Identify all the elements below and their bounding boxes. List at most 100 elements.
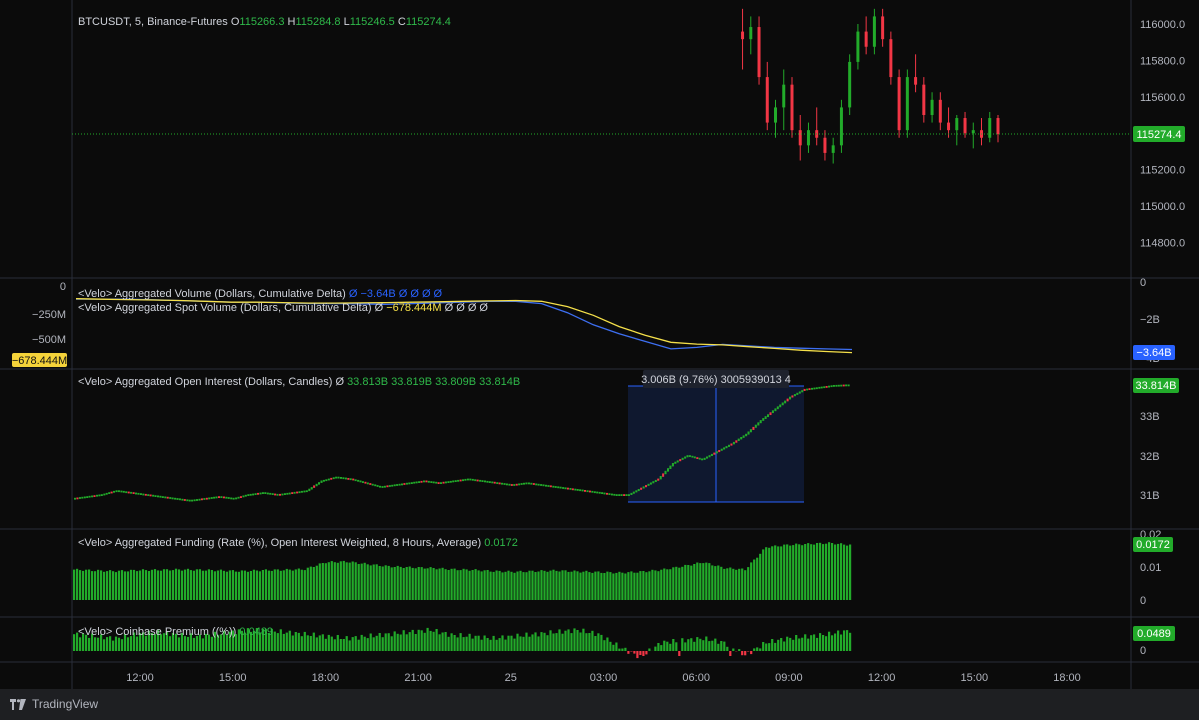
funding-bar bbox=[243, 570, 246, 600]
premium-bar bbox=[390, 636, 393, 651]
funding-bar bbox=[528, 570, 531, 600]
funding-bar bbox=[483, 570, 486, 600]
premium-bar bbox=[339, 639, 342, 651]
funding-bar bbox=[474, 569, 477, 600]
oi-candle bbox=[793, 394, 796, 397]
agg-volume-legend: <Velo> Aggregated Volume (Dollars, Cumul… bbox=[78, 288, 443, 300]
time-tick-label: 12:00 bbox=[868, 672, 896, 684]
premium-bar bbox=[321, 634, 324, 651]
oi-candle bbox=[96, 494, 99, 497]
measure-tool[interactable]: 3.006B (9.76%) 3005939013 4 bbox=[628, 370, 804, 503]
oi-candle bbox=[442, 481, 445, 484]
oi-candle bbox=[139, 493, 142, 495]
oi-candle bbox=[588, 490, 591, 493]
axis-labels[interactable]: 116000.0115800.0115600.0115400.0115200.0… bbox=[12, 19, 1185, 657]
funding-bar bbox=[106, 571, 109, 600]
oi-candle bbox=[330, 477, 333, 480]
funding-bar bbox=[372, 564, 375, 600]
tradingview-logo[interactable]: TradingView bbox=[10, 697, 98, 711]
funding-bar bbox=[267, 570, 270, 600]
oi-candle bbox=[413, 481, 416, 484]
oi-candle bbox=[237, 496, 240, 499]
premium-bar bbox=[91, 633, 94, 651]
funding-bar bbox=[453, 568, 456, 600]
funding-bar bbox=[681, 566, 684, 600]
funding-bar bbox=[573, 570, 576, 600]
funding-bar bbox=[825, 543, 828, 600]
oi-candle bbox=[408, 482, 411, 485]
funding-bar bbox=[765, 547, 768, 600]
oi-candle bbox=[364, 481, 367, 484]
premium-bar bbox=[648, 648, 651, 651]
price-candle-body bbox=[914, 77, 918, 85]
funding-bar bbox=[828, 542, 831, 600]
oi-candle bbox=[811, 387, 814, 390]
premium-bar bbox=[489, 639, 492, 651]
premium-bar bbox=[498, 638, 501, 651]
oi-candle bbox=[754, 424, 757, 428]
funding-bar bbox=[741, 568, 744, 600]
funding-legend-title: <Velo> Aggregated Funding (Rate (%), Ope… bbox=[78, 537, 484, 549]
oi-legend: <Velo> Aggregated Open Interest (Dollars… bbox=[78, 376, 520, 388]
premium-bar bbox=[306, 635, 309, 651]
oi-candle bbox=[354, 479, 357, 482]
premium-bar bbox=[109, 636, 112, 651]
funding-bar bbox=[840, 543, 843, 600]
oi-candle bbox=[576, 489, 579, 491]
funding-bar bbox=[384, 565, 387, 600]
funding-bar bbox=[441, 567, 444, 600]
premium-bar bbox=[82, 633, 85, 651]
oi-candle bbox=[130, 491, 133, 494]
premium-bar bbox=[630, 651, 633, 652]
funding-bar bbox=[456, 570, 459, 600]
oi-candle bbox=[298, 491, 301, 494]
funding-bar bbox=[414, 568, 417, 600]
oi-candle bbox=[254, 493, 257, 495]
oi-candle bbox=[376, 485, 379, 487]
funding-bar bbox=[654, 570, 657, 600]
price-candle-body bbox=[848, 61, 852, 108]
oi-candle bbox=[566, 487, 569, 490]
oi-candle bbox=[271, 493, 274, 495]
oi-candle bbox=[196, 499, 199, 501]
funding-bar bbox=[258, 571, 261, 600]
oi-candle bbox=[242, 495, 245, 498]
delta-left-tick: −250M bbox=[32, 309, 66, 321]
premium-bar bbox=[402, 630, 405, 651]
funding-bar bbox=[648, 571, 651, 600]
oi-candle bbox=[457, 479, 460, 482]
oi-candle bbox=[147, 494, 150, 496]
funding-bar bbox=[516, 571, 519, 600]
price-candle-body bbox=[831, 145, 835, 153]
premium-bar bbox=[714, 638, 717, 651]
funding-bar bbox=[549, 570, 552, 600]
premium-bar bbox=[393, 631, 396, 651]
funding-bar bbox=[717, 565, 720, 600]
oi-candle bbox=[745, 433, 748, 437]
premium-bar bbox=[534, 632, 537, 651]
time-axis[interactable]: 12:00 15:00 18:00 21:00 25 03:00 06:00 09:00 12:… bbox=[126, 672, 1081, 684]
oi-candle bbox=[676, 460, 679, 463]
price-candle-body bbox=[905, 77, 909, 131]
funding-bar bbox=[207, 569, 210, 600]
funding-bar bbox=[447, 570, 450, 600]
premium-bar bbox=[120, 639, 124, 651]
oi-candle bbox=[820, 386, 823, 389]
funding-bar bbox=[522, 572, 525, 600]
oi-candle bbox=[239, 496, 242, 498]
premium-bar bbox=[480, 639, 483, 651]
premium-bar bbox=[354, 636, 357, 651]
premium-bar bbox=[762, 642, 765, 651]
premium-bar bbox=[576, 630, 579, 651]
funding-bar bbox=[285, 568, 288, 600]
funding-bar bbox=[696, 562, 699, 600]
premium-bar bbox=[357, 639, 360, 651]
oi-candle bbox=[671, 463, 674, 467]
oi-legend-values: 33.813B 33.819B 33.809B 33.814B bbox=[347, 376, 520, 388]
oi-candle bbox=[464, 478, 467, 481]
price-candle-body bbox=[765, 77, 769, 123]
oi-candle bbox=[361, 481, 364, 483]
oi-candle bbox=[181, 498, 184, 501]
